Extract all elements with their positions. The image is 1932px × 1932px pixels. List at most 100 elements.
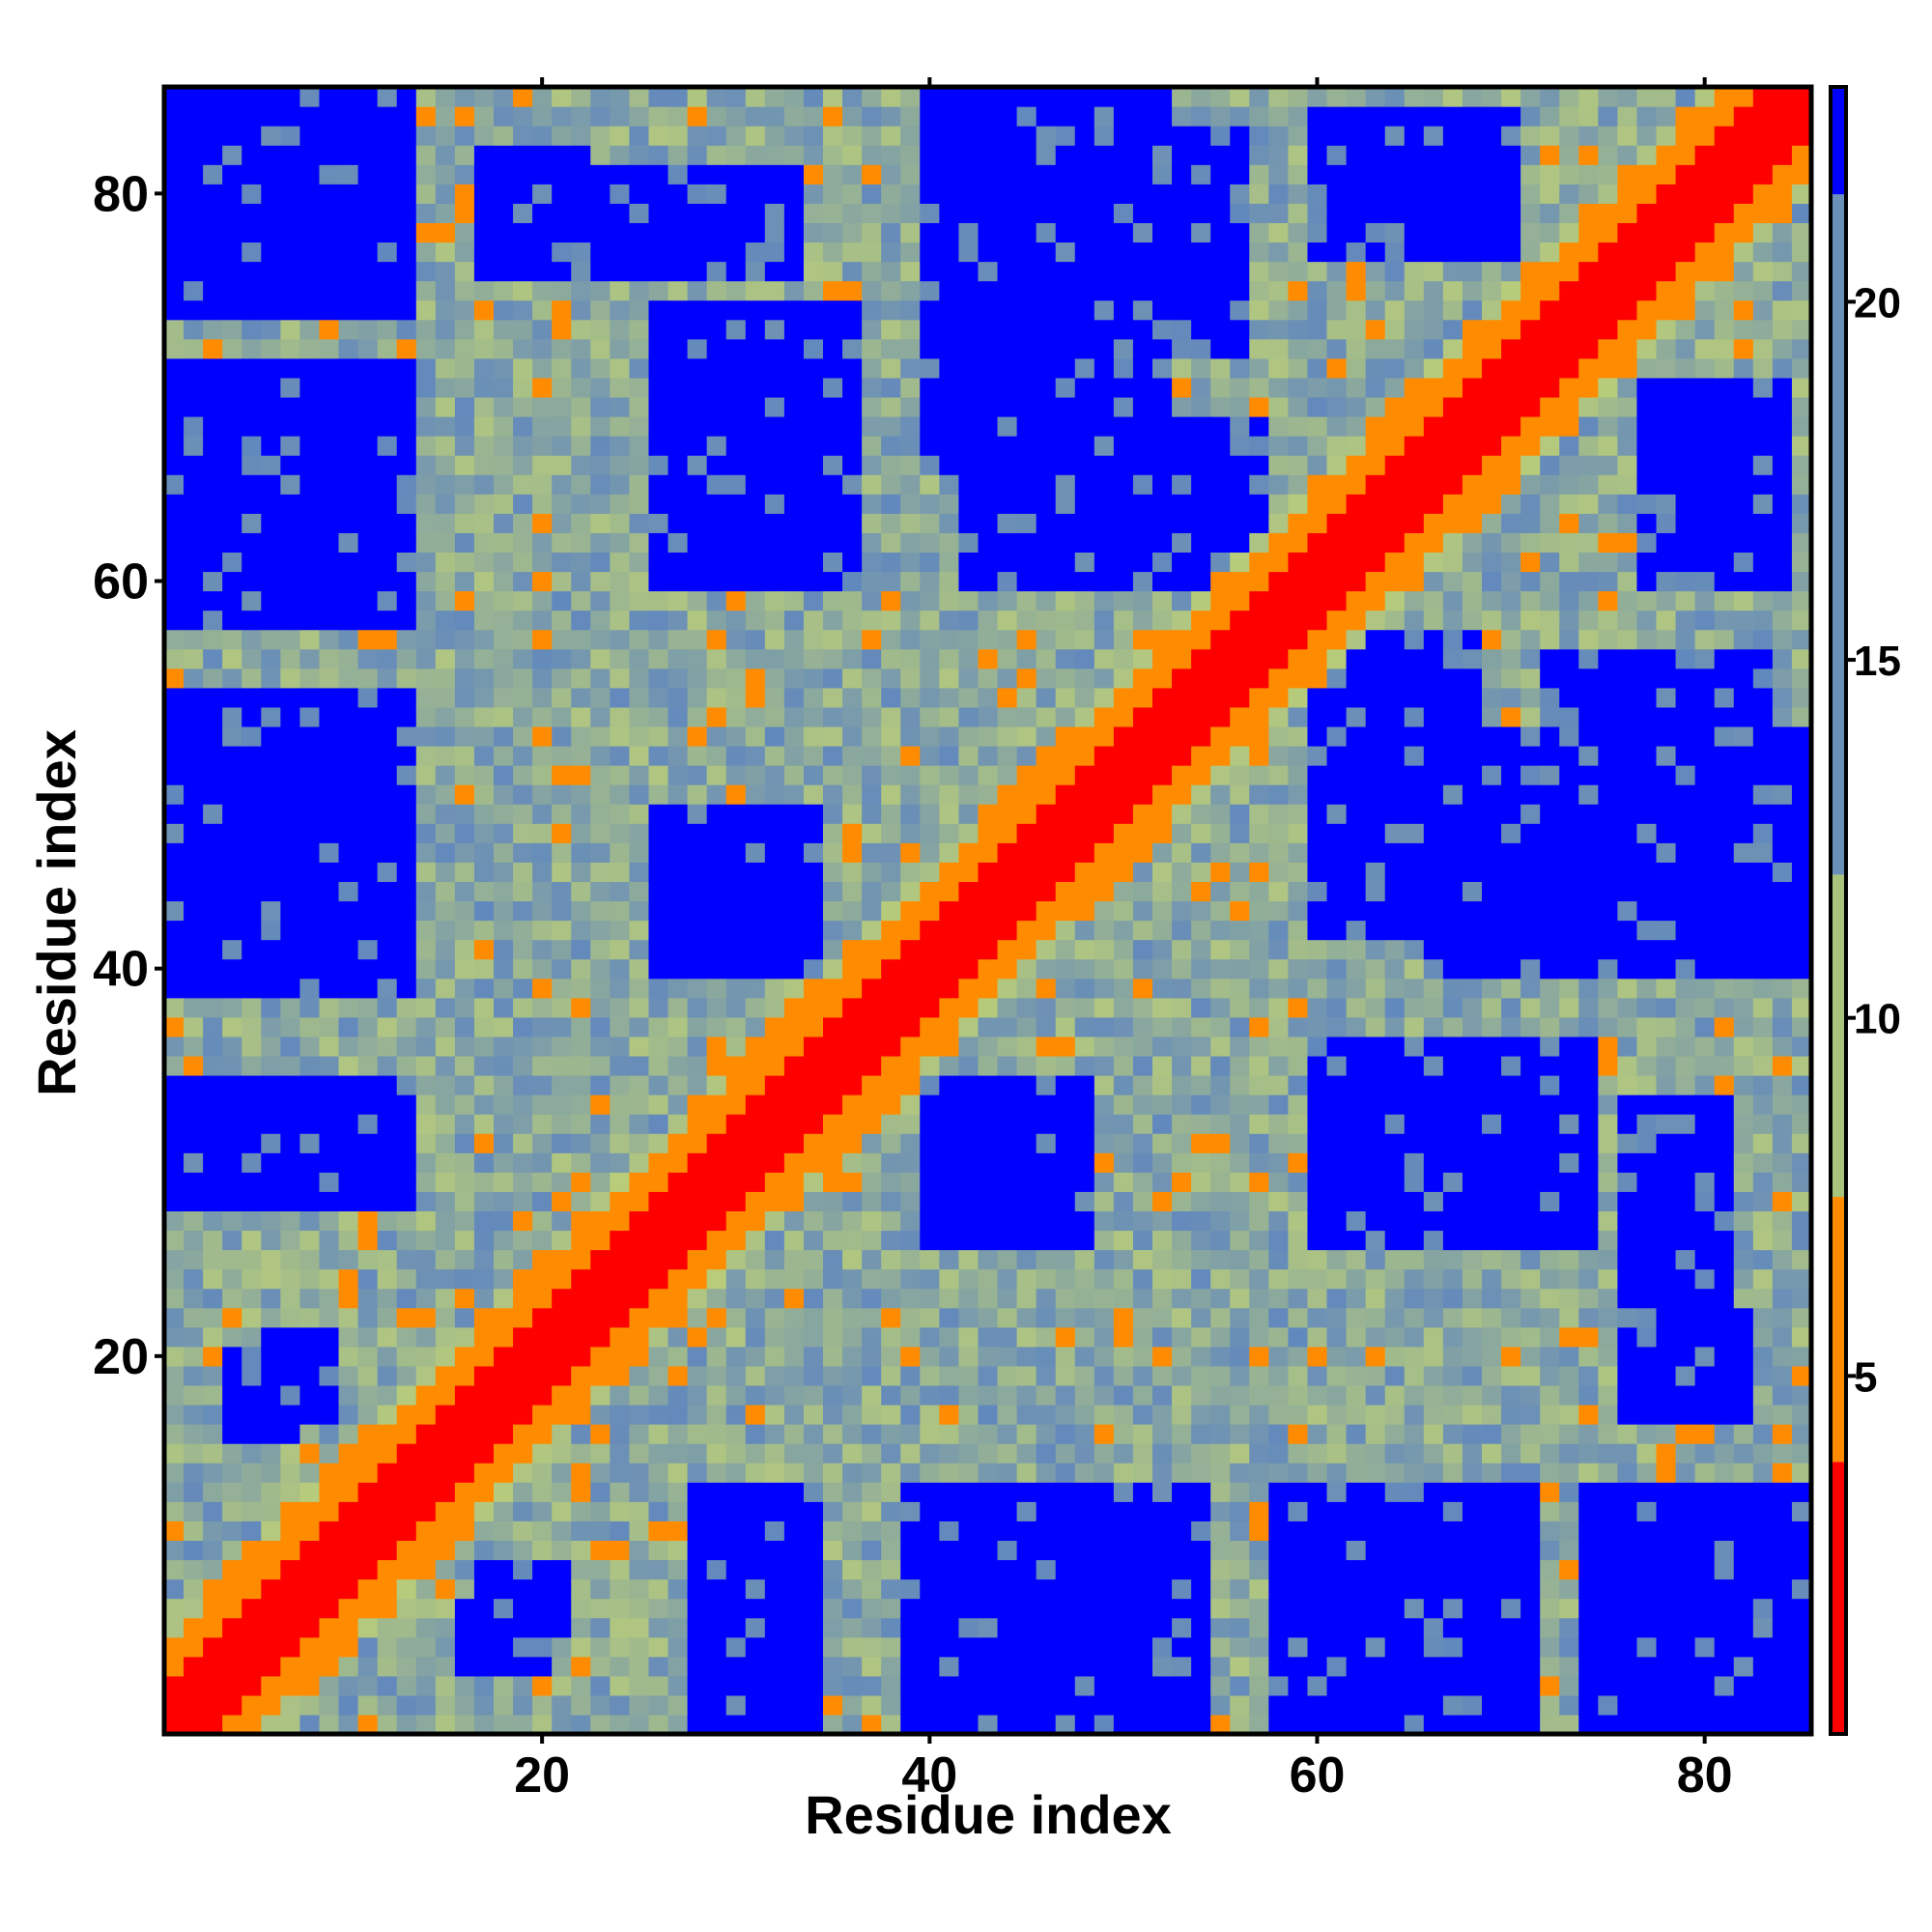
heatmap-cell — [299, 1617, 321, 1638]
heatmap-cell — [590, 1443, 611, 1463]
heatmap-cell — [1249, 1365, 1269, 1386]
heatmap-cell — [242, 416, 262, 437]
heatmap-cell — [415, 1520, 437, 1542]
heatmap-cell — [454, 687, 475, 708]
heatmap-cell — [745, 1636, 766, 1658]
heatmap-cell — [513, 396, 533, 417]
heatmap-cell — [1074, 396, 1095, 417]
heatmap-cell — [454, 1210, 475, 1232]
heatmap-cell — [222, 261, 242, 282]
heatmap-cell — [783, 648, 805, 669]
heatmap-cell — [687, 1675, 708, 1696]
heatmap-cell — [1268, 1094, 1290, 1115]
heatmap-cell — [184, 1114, 204, 1134]
heatmap-cell — [377, 1210, 398, 1232]
heatmap-cell — [222, 746, 242, 766]
heatmap-cell — [900, 1694, 921, 1716]
heatmap-cell — [648, 1172, 669, 1192]
heatmap-cell — [299, 436, 321, 456]
heatmap-cell — [590, 823, 611, 843]
heatmap-cell — [1113, 242, 1134, 263]
heatmap-cell — [958, 357, 980, 379]
heatmap-cell — [454, 455, 475, 475]
heatmap-cell — [725, 1559, 747, 1580]
heatmap-cell — [454, 261, 475, 282]
heatmap-cell — [1172, 687, 1192, 708]
heatmap-cell — [261, 1656, 281, 1677]
heatmap-cell — [648, 765, 669, 785]
heatmap-cell — [764, 1326, 785, 1348]
heatmap-cell — [319, 1230, 340, 1251]
heatmap-cell — [454, 823, 475, 843]
heatmap-cell — [473, 357, 495, 379]
heatmap-cell — [552, 725, 572, 747]
heatmap-cell — [473, 784, 495, 805]
heatmap-cell — [1152, 629, 1173, 650]
heatmap-cell — [745, 280, 766, 301]
heatmap-cell — [725, 1443, 747, 1463]
heatmap-cell — [357, 1694, 379, 1716]
heatmap-cell — [1016, 629, 1037, 650]
heatmap-cell — [164, 1675, 185, 1696]
heatmap-cell — [357, 1578, 379, 1600]
heatmap-cell — [687, 1482, 708, 1502]
heatmap-cell — [939, 1152, 960, 1173]
heatmap-cell — [764, 1443, 785, 1463]
heatmap-cell — [783, 1133, 805, 1153]
heatmap-cell — [1055, 1172, 1076, 1192]
heatmap-cell — [1268, 1540, 1290, 1561]
heatmap-cell — [1152, 648, 1173, 669]
heatmap-cell — [357, 1172, 379, 1192]
heatmap-cell — [494, 164, 514, 185]
heatmap-cell — [435, 687, 456, 708]
heatmap-cell — [803, 1172, 824, 1192]
heatmap-cell — [1055, 396, 1076, 417]
heatmap-cell — [629, 338, 650, 359]
heatmap-cell — [222, 1075, 242, 1095]
heatmap-cell — [319, 629, 340, 650]
heatmap-cell — [552, 1016, 572, 1037]
heatmap-cell — [319, 1598, 340, 1619]
heatmap-cell — [629, 436, 650, 456]
heatmap-cell — [280, 222, 301, 243]
heatmap-cell — [1210, 571, 1231, 592]
heatmap-cell — [823, 1326, 843, 1348]
heatmap-cell — [900, 455, 921, 475]
heatmap-cell — [1172, 1210, 1192, 1232]
heatmap-cell — [454, 436, 475, 456]
heatmap-cell — [1191, 978, 1211, 999]
heatmap-cell — [764, 338, 785, 359]
heatmap-cell — [435, 242, 456, 263]
heatmap-cell — [1268, 416, 1290, 437]
heatmap-cell — [164, 338, 185, 359]
heatmap-cell — [377, 242, 398, 263]
heatmap-cell — [242, 804, 262, 824]
heatmap-cell — [590, 1656, 611, 1677]
heatmap-cell — [958, 1346, 980, 1367]
heatmap-cell — [1094, 396, 1115, 417]
heatmap-cell — [725, 1346, 747, 1367]
heatmap-cell — [513, 725, 533, 747]
heatmap-cell — [513, 184, 533, 204]
heatmap-cell — [1210, 1249, 1231, 1270]
heatmap-cell — [203, 357, 223, 379]
heatmap-cell — [823, 881, 843, 902]
heatmap-cell — [783, 261, 805, 282]
heatmap-cell — [745, 164, 766, 185]
heatmap-cell — [610, 881, 631, 902]
heatmap-cell — [396, 1172, 417, 1192]
heatmap-cell — [1191, 1559, 1211, 1580]
heatmap-cell — [648, 1346, 669, 1367]
heatmap-cell — [1113, 474, 1134, 495]
heatmap-cell — [1036, 1249, 1057, 1270]
heatmap-cell — [184, 474, 204, 495]
heatmap-cell — [396, 145, 417, 165]
heatmap-cell — [513, 1249, 533, 1270]
heatmap-cell — [1016, 1133, 1037, 1153]
heatmap-cell — [1113, 532, 1134, 554]
heatmap-cell — [823, 87, 843, 107]
heatmap-cell — [668, 1598, 689, 1619]
heatmap-cell — [261, 725, 281, 747]
heatmap-cell — [532, 513, 553, 533]
heatmap-cell — [725, 1578, 747, 1600]
